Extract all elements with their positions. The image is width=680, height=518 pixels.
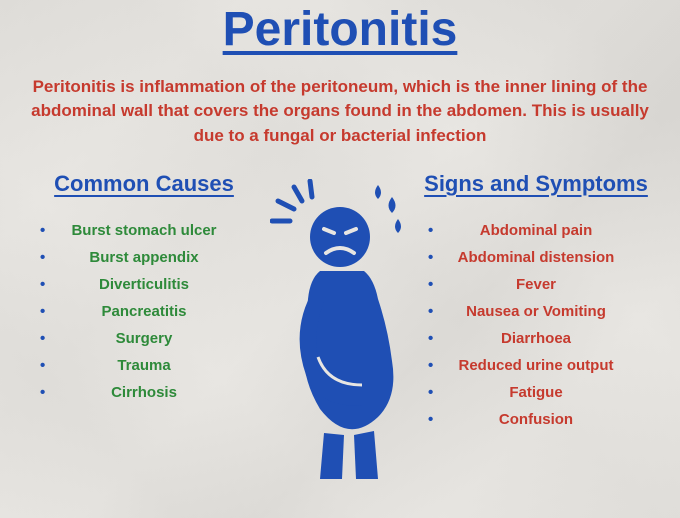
sick-person-icon xyxy=(270,179,410,484)
symptoms-list: Abdominal painAbdominal distensionFeverN… xyxy=(410,217,662,433)
list-item: Abdominal distension xyxy=(410,244,662,271)
description-text: Peritonitis is inflammation of the perit… xyxy=(0,57,680,149)
list-item: Burst stomach ulcer xyxy=(18,217,270,244)
causes-column: Common Causes Burst stomach ulcerBurst a… xyxy=(18,171,270,433)
list-item: Nausea or Vomiting xyxy=(410,298,662,325)
page-title: Peritonitis xyxy=(0,0,680,57)
list-item: Cirrhosis xyxy=(18,379,270,406)
list-item: Fatigue xyxy=(410,379,662,406)
list-item: Trauma xyxy=(18,352,270,379)
list-item: Diverticulitis xyxy=(18,271,270,298)
list-item: Reduced urine output xyxy=(410,352,662,379)
causes-list: Burst stomach ulcerBurst appendixDiverti… xyxy=(18,217,270,406)
causes-heading: Common Causes xyxy=(18,171,270,197)
list-item: Burst appendix xyxy=(18,244,270,271)
figure-column xyxy=(270,171,410,433)
list-item: Confusion xyxy=(410,406,662,433)
symptoms-column: Signs and Symptoms Abdominal painAbdomin… xyxy=(410,171,662,433)
list-item: Diarrhoea xyxy=(410,325,662,352)
symptoms-heading: Signs and Symptoms xyxy=(410,171,662,197)
list-item: Abdominal pain xyxy=(410,217,662,244)
list-item: Surgery xyxy=(18,325,270,352)
list-item: Fever xyxy=(410,271,662,298)
columns-wrap: Common Causes Burst stomach ulcerBurst a… xyxy=(0,149,680,433)
list-item: Pancreatitis xyxy=(18,298,270,325)
